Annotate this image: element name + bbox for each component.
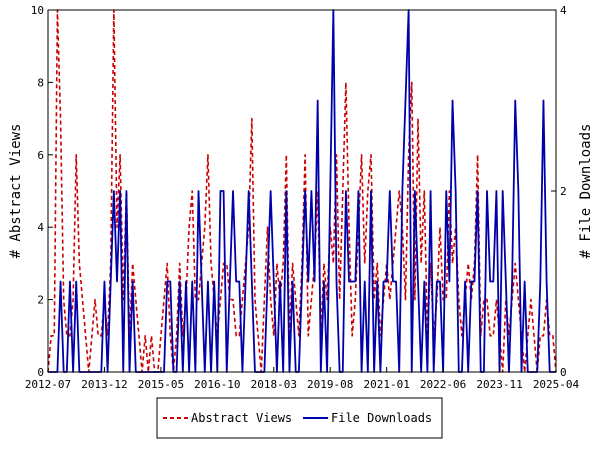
y-axis-title-right: # File Downloads — [578, 124, 594, 259]
x-tick-label: 2022-06 — [420, 378, 466, 391]
y-tick-label-right: 4 — [560, 4, 567, 17]
x-tick-label: 2018-03 — [251, 378, 297, 391]
y-axis-title-left: # Abstract Views — [8, 124, 24, 259]
x-tick-label: 2019-08 — [307, 378, 353, 391]
y-tick-label-right: 0 — [560, 366, 567, 379]
legend-box — [156, 397, 443, 439]
x-tick-label: 2021-01 — [363, 378, 409, 391]
legend-label-abstract-views: Abstract Views — [191, 411, 292, 425]
legend: Abstract Views File Downloads — [156, 397, 443, 439]
y-tick-label-left: 4 — [37, 221, 44, 234]
axis-layer: 0 2 4 6 8 10 0 2 4 2012-07 2013-12 2015-05 2016-10 20… — [25, 4, 580, 391]
x-tick-label: 2023-11 — [476, 378, 522, 391]
y-tick-label-left: 10 — [31, 4, 44, 17]
y-tick-label-left: 0 — [37, 366, 44, 379]
x-tick-label: 2015-05 — [138, 378, 184, 391]
y-tick-label-left: 2 — [37, 294, 44, 307]
y-tick-label-left: 8 — [37, 76, 44, 89]
y-tick-label-right: 2 — [560, 185, 567, 198]
x-tick-label: 2012-07 — [25, 378, 71, 391]
x-tick-label: 2025-04 — [533, 378, 580, 391]
series-layer — [47, 9, 557, 373]
y-tick-label-left: 6 — [37, 149, 44, 162]
x-tick-label: 2016-10 — [194, 378, 240, 391]
legend-label-file-downloads: File Downloads — [331, 411, 432, 425]
x-tick-label: 2013-12 — [81, 378, 127, 391]
series-line-file-downloads — [48, 9, 556, 373]
